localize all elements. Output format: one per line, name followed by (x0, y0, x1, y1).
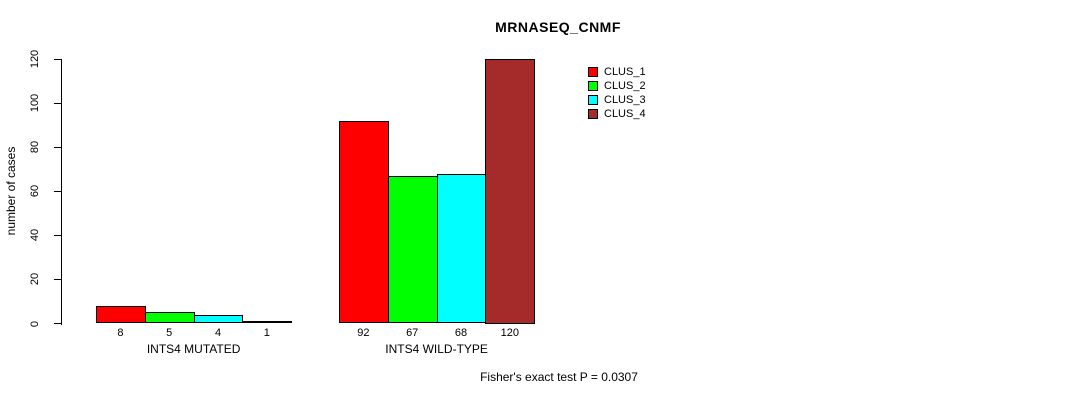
chart-title: MRNASEQ_CNMF (495, 19, 621, 35)
legend-swatch-clus_4 (588, 109, 598, 119)
y-axis-tick (54, 323, 62, 324)
bar-clus_2-group1 (144, 312, 195, 324)
bar-value-label: 5 (166, 327, 173, 339)
legend-item-clus_2: CLUS_2 (588, 79, 646, 93)
bar-value-label: 120 (500, 327, 519, 339)
bar-value-label: 8 (117, 327, 124, 339)
y-axis-tick (54, 58, 62, 60)
y-axis-tick (54, 278, 62, 280)
legend: CLUS_1 CLUS_2 CLUS_3 CLUS_4 (588, 65, 646, 121)
y-axis-tick-label: 0 (29, 320, 41, 327)
y-axis-tick (54, 102, 62, 104)
y-axis-tick-label: 80 (29, 141, 41, 154)
legend-item-clus_4: CLUS_4 (588, 107, 646, 121)
bar-value-label: 4 (214, 327, 222, 339)
legend-label: CLUS_1 (604, 66, 646, 78)
legend-swatch-clus_3 (588, 95, 598, 105)
x-axis-group-label: INTS4 MUTATED (146, 342, 241, 356)
legend-item-clus_3: CLUS_3 (588, 93, 646, 107)
bar-clus_4-group2 (485, 59, 536, 324)
bar-clus_1-group2 (339, 120, 389, 324)
bar-clus_3-group2 (436, 173, 487, 324)
y-axis-tick-label: 120 (29, 49, 41, 69)
y-axis-tick-label: 20 (29, 273, 41, 286)
bar-value-label: 1 (263, 327, 270, 339)
y-axis-tick (54, 234, 62, 236)
x-axis-group-label: INTS4 WILD-TYPE (385, 342, 488, 356)
bar-clus_2-group2 (387, 175, 438, 324)
legend-item-clus_1: CLUS_1 (588, 65, 646, 79)
y-axis-tick (54, 146, 62, 148)
y-axis-label: number of cases (4, 146, 18, 236)
legend-swatch-clus_2 (588, 81, 598, 91)
y-axis-tick-label: 60 (29, 185, 41, 198)
bar-value-label: 92 (357, 327, 370, 339)
bar-value-label: 67 (406, 327, 419, 339)
footnote: Fisher's exact test P = 0.0307 (480, 370, 638, 384)
legend-swatch-clus_1 (588, 67, 598, 77)
y-axis-line (61, 59, 62, 325)
y-axis-tick-label: 100 (29, 93, 41, 113)
legend-label: CLUS_4 (604, 108, 646, 120)
bar-value-label: 68 (454, 327, 468, 339)
bar-clus_1-group1 (96, 305, 146, 324)
y-axis-tick-label: 40 (29, 229, 41, 242)
bar-clus_3-group1 (193, 314, 244, 324)
y-axis-tick (54, 190, 62, 192)
legend-label: CLUS_3 (604, 94, 646, 106)
legend-label: CLUS_2 (604, 80, 646, 92)
bar-clus_4-group1 (242, 321, 293, 324)
